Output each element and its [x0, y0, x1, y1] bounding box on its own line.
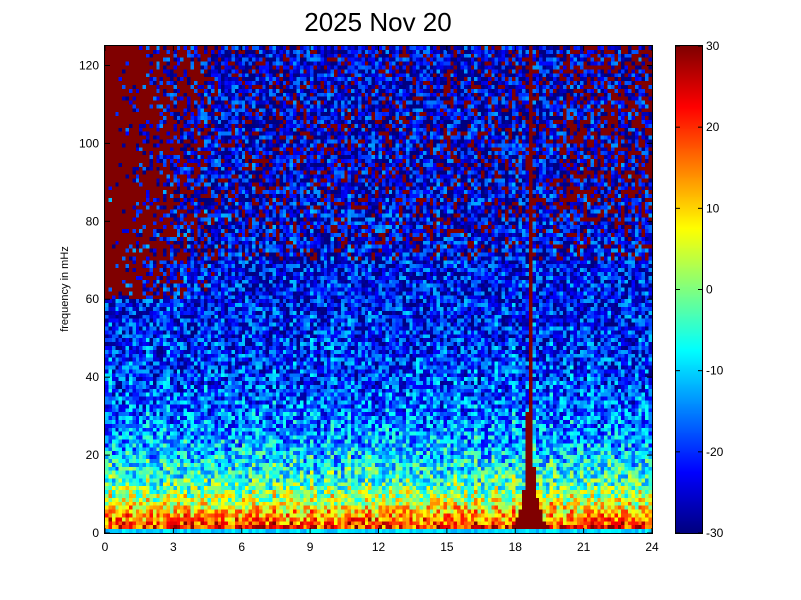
- colorbar-frame: [675, 45, 703, 534]
- y-tick-label: 0: [92, 526, 99, 540]
- y-tick-label: 120: [79, 58, 99, 72]
- spectrogram-heatmap: [105, 46, 652, 533]
- y-tick-label: 60: [86, 292, 100, 306]
- x-tick-label: 24: [645, 540, 659, 554]
- x-tick-label: 12: [372, 540, 386, 554]
- x-tick-label: 15: [440, 540, 454, 554]
- x-axis: 0 3 6 9 12 15 18 21 24: [102, 46, 659, 554]
- colorbar-tick-label: 10: [706, 201, 720, 215]
- colorbar-gradient: [676, 46, 702, 533]
- x-tick-label: 6: [238, 540, 245, 554]
- x-tick-label: 0: [102, 540, 109, 554]
- colorbar: [676, 46, 702, 533]
- x-tick-label: 18: [509, 540, 523, 554]
- colorbar-tick-label: 30: [706, 39, 720, 53]
- colorbar-tick-label: 20: [706, 120, 720, 134]
- colorbar-tick-label: 0: [706, 283, 713, 297]
- heatmap-image: [105, 46, 652, 533]
- y-axis-label: frequency in mHz: [59, 246, 71, 332]
- y-tick-label: 100: [79, 136, 99, 150]
- y-tick-label: 40: [86, 370, 100, 384]
- chart-title: 2025 Nov 20: [304, 7, 451, 37]
- x-tick-label: 3: [170, 540, 177, 554]
- colorbar-tick-label: -20: [706, 445, 724, 459]
- x-tick-label: 9: [307, 540, 314, 554]
- y-tick-label: 80: [86, 214, 100, 228]
- colorbar-tick-label: -10: [706, 364, 724, 378]
- y-tick-label: 20: [86, 448, 100, 462]
- colorbar-axis: 30 20 10 0 -10 -20 -30: [676, 39, 724, 540]
- x-tick-label: 21: [577, 540, 591, 554]
- plot-frame: [104, 45, 653, 534]
- y-axis: 0 20 40 60 80 100 120: [79, 58, 652, 540]
- colorbar-tick-label: -30: [706, 526, 724, 540]
